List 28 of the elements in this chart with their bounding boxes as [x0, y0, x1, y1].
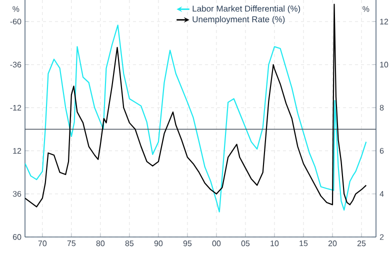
x-tick-label: 10	[270, 240, 279, 246]
x-tick-label: 00	[212, 240, 221, 246]
y2-tick-label: 4	[380, 191, 384, 197]
y2-tick-label: 12	[380, 18, 388, 24]
legend-label: Unemployment Rate (%)	[192, 16, 285, 24]
y-tick-label: -12	[10, 104, 22, 111]
y-tick-label: 60	[12, 234, 22, 240]
x-tick-label: 25	[357, 240, 366, 246]
x-tick-label: 95	[183, 240, 192, 246]
legend-label: Labor Market Differential (%)	[192, 5, 300, 14]
y2-axis-title: %	[362, 6, 370, 12]
y-tick-label: 36	[12, 191, 22, 197]
x-tick-label: 70	[38, 240, 47, 246]
y2-tick-label: 2	[380, 234, 384, 240]
y-axis-title: %	[12, 6, 20, 12]
x-tick-label: 05	[241, 240, 250, 246]
x-tick-label: 85	[125, 240, 134, 246]
y-tick-label: -60	[10, 18, 22, 24]
y2-tick-label: 8	[380, 104, 384, 111]
y2-tick-label: 10	[380, 62, 388, 68]
x-tick-label: 80	[96, 240, 105, 246]
x-tick-label: 90	[154, 240, 163, 246]
y-tick-label: 12	[13, 148, 22, 154]
y-tick-label: -36	[10, 62, 22, 68]
y2-tick-label: 6	[380, 148, 384, 154]
x-tick-label: 20	[328, 240, 337, 246]
x-tick-label: 75	[67, 240, 76, 246]
x-tick-label: 15	[300, 240, 308, 246]
